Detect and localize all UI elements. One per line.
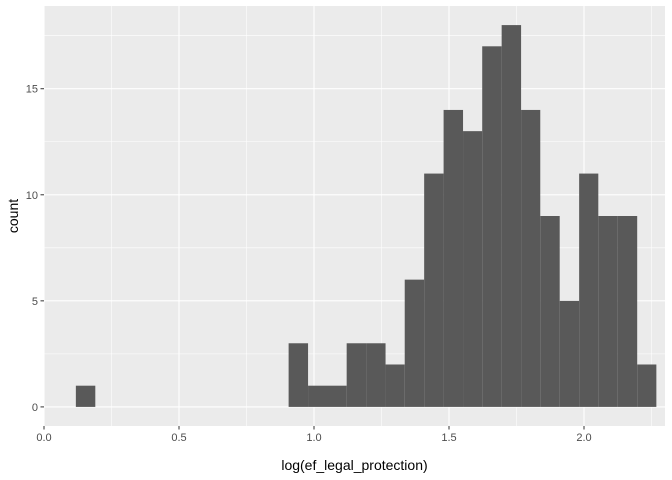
x-tick-label: 1.5 [441, 432, 456, 444]
x-axis-title: log(ef_legal_protection) [281, 457, 427, 473]
histogram-bar [288, 343, 309, 407]
histogram-bar [385, 364, 405, 407]
histogram-bar [637, 364, 657, 407]
histogram-bar [463, 131, 483, 407]
histogram-bar [346, 343, 367, 407]
y-tick-label: 10 [26, 190, 38, 202]
histogram-bar [424, 173, 444, 407]
histogram-bar [482, 46, 502, 407]
histogram-bar [404, 279, 425, 407]
histogram-bars [75, 25, 657, 407]
x-axis: 0.0 0.5 1.0 1.5 2.0 [36, 426, 592, 444]
x-tick-label: 1.0 [306, 432, 321, 444]
histogram-bar [559, 300, 580, 407]
x-tick-label: 0.0 [36, 432, 51, 444]
histogram-bar [327, 385, 347, 407]
x-tick-label: 2.0 [576, 432, 591, 444]
histogram-bar [617, 216, 638, 407]
y-axis-title: count [5, 199, 21, 233]
y-tick-label: 0 [32, 402, 38, 414]
histogram-bar [75, 385, 96, 407]
histogram-bar [366, 343, 386, 407]
histogram-bar [540, 216, 560, 407]
histogram-bar [521, 109, 541, 407]
x-tick-label: 0.5 [171, 432, 186, 444]
y-tick-label: 5 [32, 296, 38, 308]
histogram-bar [598, 216, 618, 407]
histogram-bar [579, 173, 599, 407]
y-tick-label: 15 [26, 84, 38, 96]
y-axis: 0 5 10 15 [26, 84, 44, 414]
histogram-bar [308, 385, 328, 407]
histogram-bar [443, 109, 464, 407]
histogram-bar [501, 25, 522, 407]
